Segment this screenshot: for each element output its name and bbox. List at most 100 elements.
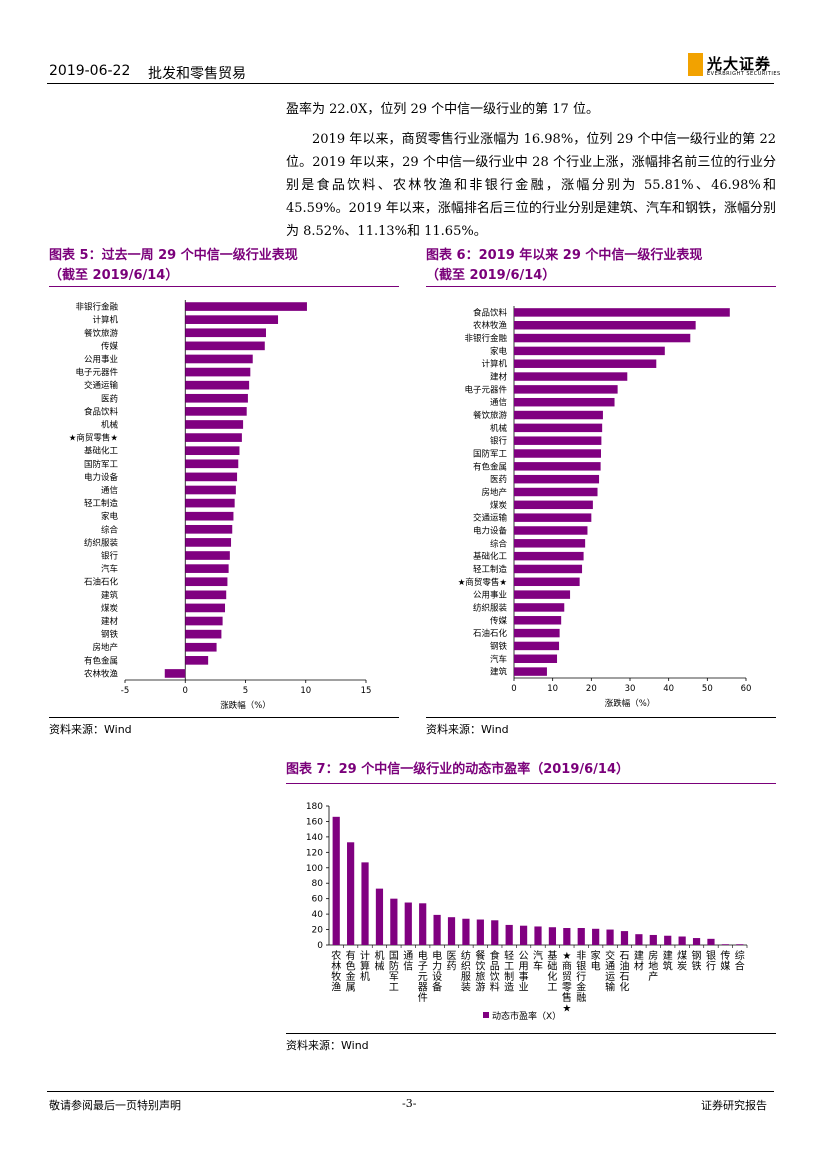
bar [514,628,560,638]
category-label: 石油石化 [84,577,119,588]
category-label: 医药 [447,950,457,973]
bar [514,577,580,587]
category-label: 餐饮旅游 [84,328,119,339]
category-label: 通信 [490,397,508,408]
figure5-title-line1: 图表 5：过去一周 29 个中信一级行业表现 [49,248,298,263]
bar [185,354,253,364]
bar [185,551,230,560]
bar [514,564,583,574]
x-axis-label: 涨跌幅（%） [605,698,656,709]
bar [185,616,223,626]
bar [185,511,234,521]
figure5-source: 资料来源：Wind [49,723,132,736]
bar [514,641,560,651]
bar [514,603,565,612]
bar [736,944,744,945]
category-label: 食品饮料 [473,307,508,318]
category-label: 公用事业 [519,951,529,994]
category-label: 基础化工 [547,949,557,994]
tick-label: 15 [361,686,372,696]
tick-label: 10 [300,686,311,696]
bar [606,929,614,945]
bar [185,315,279,324]
tick-label: 140 [306,833,323,843]
category-label: 煤炭 [490,500,508,511]
category-label: 银行 [101,551,119,562]
tick-label: 0 [183,686,188,696]
bar [185,302,307,311]
category-label: 家电 [591,949,601,973]
footer-report-type: 证券研究报告 [701,1099,767,1112]
bar [390,898,398,945]
bar [514,654,558,663]
bar [514,500,593,510]
category-label: 传媒 [490,615,508,626]
bar [185,328,266,338]
bar [185,433,242,442]
paragraph-2: 2019 年以来，商贸零售行业涨幅为 16.98%，位列 29 个中信一级行业的… [286,132,776,239]
category-label: 纺织服装 [84,537,119,548]
bar [514,333,691,343]
category-label: 基础化工 [84,446,119,457]
bar [514,397,615,407]
logo-english-name: EVERBRIGHT SECURITIES [707,71,781,77]
bar [164,669,186,678]
bar [514,487,598,497]
category-label: 有色金属 [346,949,356,994]
figure6-chart: 食品饮料农林牧渔非银行金融家电计算机建材电子元器件通信餐饮旅游机械银行国防军工有… [458,306,751,709]
category-label: 农林牧渔 [84,668,119,679]
bar [476,919,484,945]
bar [514,436,602,445]
bar [514,474,600,484]
bar [185,446,240,456]
category-label: 公用事业 [84,354,118,365]
legend-label: 动态市盈率（X） [492,1010,561,1022]
figure7-source: 资料来源：Wind [286,1039,369,1052]
category-label: ★商贸零售★ [69,433,119,444]
category-label: ★商贸零售★ [562,951,572,1015]
category-label: 汽车 [533,949,543,973]
category-label: 钢铁 [692,949,702,973]
category-label: 银行 [706,949,716,973]
category-label: 农林牧渔 [331,949,341,994]
tick-label: 40 [663,684,674,694]
category-label: 非银行金融 [464,333,507,344]
category-label: 食品饮料 [490,949,500,994]
tick-label: 120 [306,848,323,858]
bar [433,914,441,945]
category-label: 医药 [101,393,118,404]
figure7-source-rule [286,1033,776,1034]
category-label: 纺织服装 [473,602,508,613]
category-label: 家电 [101,511,119,522]
category-label: 汽车 [101,564,118,575]
category-label: 房地产 [92,642,118,653]
category-label: 综合 [735,949,745,973]
tick-label: 100 [306,864,323,874]
bar [185,498,235,508]
figure7-title-rule [286,783,776,784]
bar [185,407,247,416]
category-label: 建筑 [663,949,673,973]
figure6-title: 图表 6：2019 年以来 29 个中信一级行业表现 （截至 2019/6/14… [426,246,702,286]
bar [678,936,686,945]
body-text: 盈率为 22.0X，位列 29 个中信一级行业的第 17 位。 2019 年以来… [286,98,776,243]
category-label: 建材 [101,616,119,627]
category-label: 电子元器件 [418,949,428,1004]
category-label: 有色金属 [84,655,118,666]
category-label: 交通运输 [473,513,508,524]
category-label: 计算机 [481,359,507,370]
figure5-title: 图表 5：过去一周 29 个中信一级行业表现 （截至 2019/6/14） [49,246,298,286]
tick-label: 60 [312,895,324,905]
bar [514,539,586,548]
tick-label: 5 [243,686,248,696]
tick-label: 0 [317,941,323,951]
bar [185,590,227,600]
category-label: 国防军工 [389,950,399,994]
tick-label: 30 [625,684,636,694]
bar [514,346,665,356]
page-number: -3- [402,1097,417,1110]
tick-label: 20 [312,926,324,936]
bar [514,667,547,676]
figure6-title-line2: （截至 2019/6/14） [426,268,556,283]
category-label: 煤炭 [101,603,119,614]
